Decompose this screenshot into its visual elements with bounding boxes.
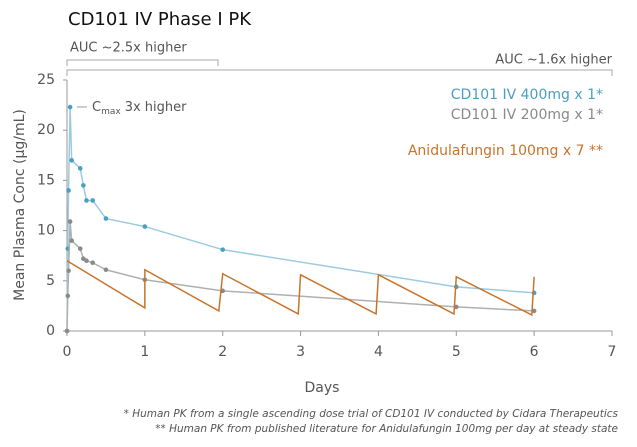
annotation: Cmax 3x higher — [92, 100, 187, 117]
annotation: AUC ~1.6x higher — [495, 53, 612, 68]
data-point — [531, 308, 537, 314]
data-point — [90, 260, 95, 266]
auc-bracket — [66, 69, 613, 76]
x-tick-label: 7 — [608, 344, 617, 360]
legend-entry: CD101 IV 200mg x 1* — [451, 107, 603, 123]
y-tick-label: 15 — [37, 172, 55, 188]
auc-bracket — [66, 59, 219, 66]
legend-entry: CD101 IV 400mg x 1* — [451, 87, 603, 103]
x-tick-label: 1 — [140, 344, 149, 360]
data-point — [77, 166, 83, 171]
data-point — [67, 104, 73, 110]
data-point — [142, 224, 148, 229]
y-tick-label: 25 — [37, 72, 55, 88]
data-point — [81, 183, 86, 188]
data-point — [67, 219, 73, 224]
data-point — [84, 198, 89, 203]
data-point — [77, 246, 83, 251]
annotation: AUC ~2.5x higher — [70, 41, 187, 56]
data-point — [220, 247, 226, 252]
footnote: * Human PK from a single ascending dose … — [124, 408, 619, 420]
data-point — [64, 328, 70, 334]
chart-title: CD101 IV Phase I PK — [68, 9, 252, 30]
legend-entry: Anidulafungin 100mg x 7 ** — [408, 143, 603, 159]
footnote: ** Human PK from published literature fo… — [155, 423, 618, 435]
data-point — [90, 198, 95, 203]
y-tick-label: 20 — [37, 122, 55, 138]
annotation-part: 3x higher — [125, 100, 187, 115]
y-tick-label: 0 — [46, 323, 55, 339]
y-tick-label: 5 — [46, 273, 55, 289]
x-tick-label: 4 — [374, 344, 383, 360]
data-point — [65, 293, 71, 299]
y-tick-label: 10 — [37, 223, 55, 239]
y-axis-label: Mean Plasma Conc (µg/mL) — [12, 109, 28, 301]
x-tick-label: 2 — [218, 344, 227, 360]
data-point — [66, 268, 71, 274]
x-tick-label: 5 — [452, 344, 461, 360]
data-point — [69, 238, 74, 243]
data-point — [66, 188, 71, 193]
series-line — [66, 260, 535, 317]
annotation-part: C — [92, 100, 101, 115]
x-axis-label: Days — [305, 380, 340, 396]
data-point — [103, 267, 109, 273]
data-point — [103, 216, 109, 221]
x-tick-label: 3 — [296, 344, 305, 360]
series-line — [66, 107, 535, 332]
data-point — [69, 158, 74, 163]
x-tick-label: 6 — [530, 344, 539, 360]
annotation-part: max — [101, 107, 121, 117]
data-point — [84, 258, 89, 264]
x-tick-label: 0 — [63, 344, 72, 360]
